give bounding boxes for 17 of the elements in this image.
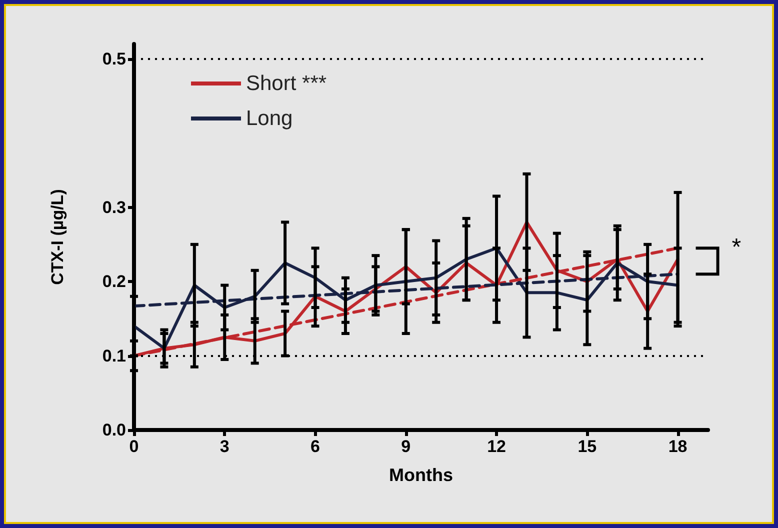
y-tick-label: 0.3 — [102, 198, 126, 217]
x-tick-label: 15 — [578, 437, 597, 456]
x-tick-label: 12 — [487, 437, 506, 456]
x-tick-label: 3 — [220, 437, 230, 456]
x-tick-label: 18 — [668, 437, 688, 456]
y-tick-label: 0.5 — [102, 49, 126, 68]
legend-label: Short *** — [246, 72, 327, 95]
x-axis-title: Months — [389, 465, 453, 485]
y-axis-title: CTX-I (µg/L) — [48, 189, 67, 285]
x-tick-label: 9 — [401, 437, 411, 456]
text: * — [732, 234, 742, 262]
y-tick-label: 0.2 — [102, 272, 126, 292]
y-tick-label: 0.0 — [102, 420, 126, 440]
x-tick-label: 0 — [129, 437, 139, 456]
legend-label: Long — [246, 107, 293, 130]
x-tick-label: 6 — [310, 437, 320, 456]
y-tick-label: 0.1 — [102, 346, 126, 366]
